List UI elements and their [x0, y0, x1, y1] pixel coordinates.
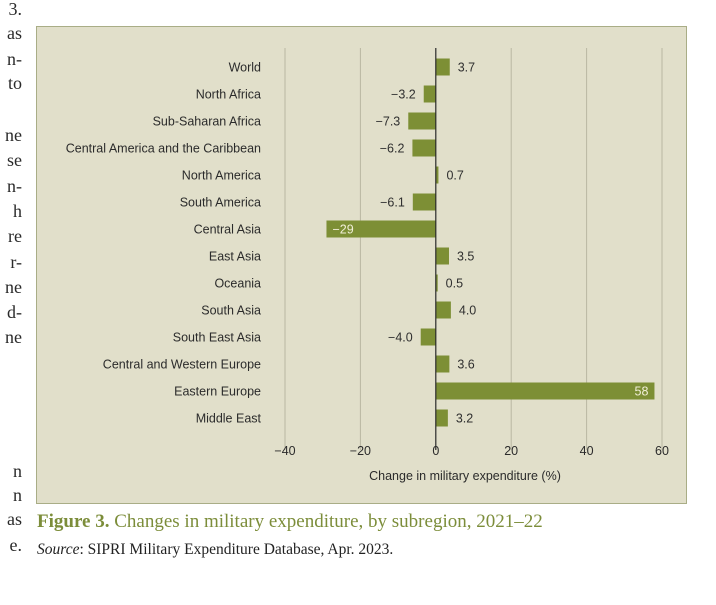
margin-text-fragment: re — [8, 226, 22, 246]
source-label: Source — [37, 541, 80, 558]
value-label: −6.1 — [380, 196, 405, 210]
bar — [408, 112, 436, 130]
bar — [435, 301, 451, 319]
figure-label: Figure 3. — [37, 511, 110, 532]
value-label: −3.2 — [391, 88, 416, 102]
x-tick-label: −20 — [350, 444, 371, 458]
bar — [435, 382, 655, 400]
margin-text-fragment: n — [13, 485, 22, 505]
value-label: 0.7 — [446, 169, 463, 183]
category-label: North America — [182, 169, 261, 183]
category-label: Eastern Europe — [174, 385, 261, 399]
value-label: −7.3 — [376, 115, 401, 129]
bar — [412, 193, 436, 211]
value-label: 0.5 — [446, 277, 463, 291]
category-label: Central America and the Caribbean — [66, 142, 261, 156]
category-label: Central and Western Europe — [103, 358, 261, 372]
value-label: 4.0 — [459, 304, 476, 318]
value-label: −4.0 — [388, 331, 413, 345]
value-label: 3.7 — [458, 61, 475, 75]
margin-text-fragment: as — [7, 509, 22, 529]
margin-text-fragment: h — [13, 201, 22, 221]
x-axis-title: Change in military expenditure (%) — [369, 469, 561, 483]
margin-text-fragment: n- — [7, 49, 22, 69]
margin-text-fragment: ne — [5, 277, 22, 297]
category-label: South Asia — [201, 304, 261, 318]
category-label: Middle East — [196, 412, 262, 426]
x-tick-label: 20 — [504, 444, 518, 458]
margin-text-fragment: r- — [10, 252, 22, 272]
figure-title: Changes in military expenditure, by subr… — [109, 511, 543, 532]
margin-text-fragment: to — [7, 73, 22, 93]
chart-panel — [36, 26, 687, 504]
bar — [435, 247, 449, 265]
value-label: 3.5 — [457, 250, 474, 264]
figure-source: Source: SIPRI Military Expenditure Datab… — [37, 541, 393, 559]
value-label: −29 — [332, 223, 353, 237]
margin-text-fragment: ne — [5, 125, 22, 145]
bar — [435, 58, 450, 76]
x-tick-label: 0 — [432, 444, 439, 458]
bar — [435, 166, 439, 184]
margin-text-fragment: e. — [9, 535, 23, 555]
x-tick-label: 40 — [580, 444, 594, 458]
category-label: South America — [180, 196, 261, 210]
bar — [420, 328, 436, 346]
category-label: Oceania — [214, 277, 261, 291]
value-label: −6.2 — [380, 142, 405, 156]
bar — [435, 355, 450, 373]
bar — [412, 139, 436, 157]
bar — [326, 220, 436, 238]
x-tick-label: 60 — [655, 444, 669, 458]
bar — [435, 409, 448, 427]
margin-text-fragment: d- — [7, 302, 22, 322]
category-label: East Asia — [209, 250, 261, 264]
margin-text-fragment: ne — [5, 327, 22, 347]
source-text: : SIPRI Military Expenditure Database, A… — [79, 541, 394, 558]
margin-text-fragment: as — [7, 23, 22, 43]
figure-caption: Figure 3. Changes in military expenditur… — [37, 511, 543, 533]
value-label: 3.2 — [456, 412, 473, 426]
bar — [435, 274, 438, 292]
category-label: North Africa — [196, 88, 261, 102]
bar — [423, 85, 436, 103]
margin-text-fragment: n- — [7, 176, 22, 196]
category-label: Central Asia — [194, 223, 261, 237]
value-label: 3.6 — [457, 358, 474, 372]
margin-text-fragment: 3. — [8, 0, 23, 19]
category-label: World — [229, 61, 261, 75]
value-label: 58 — [635, 385, 649, 399]
margin-text-fragment: se — [7, 150, 22, 170]
x-tick-label: −40 — [274, 444, 295, 458]
category-label: South East Asia — [173, 331, 261, 345]
margin-text-fragment: n — [13, 461, 22, 481]
category-label: Sub-Saharan Africa — [153, 115, 261, 129]
